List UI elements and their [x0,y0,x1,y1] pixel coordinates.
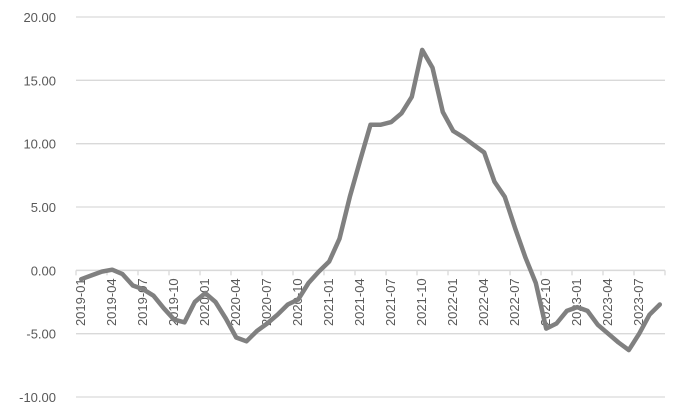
y-tick-label: -5.00 [26,327,56,342]
y-tick-label: -10.00 [19,390,56,405]
y-tick-label: 5.00 [31,200,56,215]
gridlines [76,16,665,398]
x-tick-label: 2023-04 [600,278,615,326]
x-tick-label: 2023-01 [569,278,584,326]
y-tick-label: 15.00 [23,73,56,88]
x-tick-label: 2019-04 [104,278,119,326]
x-tick-label: 2021-01 [321,278,336,326]
x-tick-label: 2019-01 [73,278,88,326]
x-tick-label: 2021-07 [383,278,398,326]
x-tick-label: 2020-07 [259,278,274,326]
y-tick-label: 10.00 [23,137,56,152]
x-tick-label: 2022-01 [445,278,460,326]
y-axis-ticks: -10.00 -5.00 0.00 5.00 10.00 15.00 20.00 [19,10,56,405]
series [78,47,663,353]
x-tick-label: 2023-07 [631,278,646,326]
x-axis: 2019-01 2019-04 2019-07 2019-10 2020-01 2020-… [73,269,666,326]
x-tick-label: 2020-01 [197,278,212,326]
x-tick-label: 2021-10 [414,278,429,326]
y-tick-label: 20.00 [23,10,56,25]
x-tick-label: 2022-07 [507,278,522,326]
x-tick-label: 2021-04 [352,278,367,326]
x-tick-label: 2020-04 [228,278,243,326]
x-tick-label: 2022-04 [476,278,491,326]
y-tick-label: 0.00 [31,263,56,278]
